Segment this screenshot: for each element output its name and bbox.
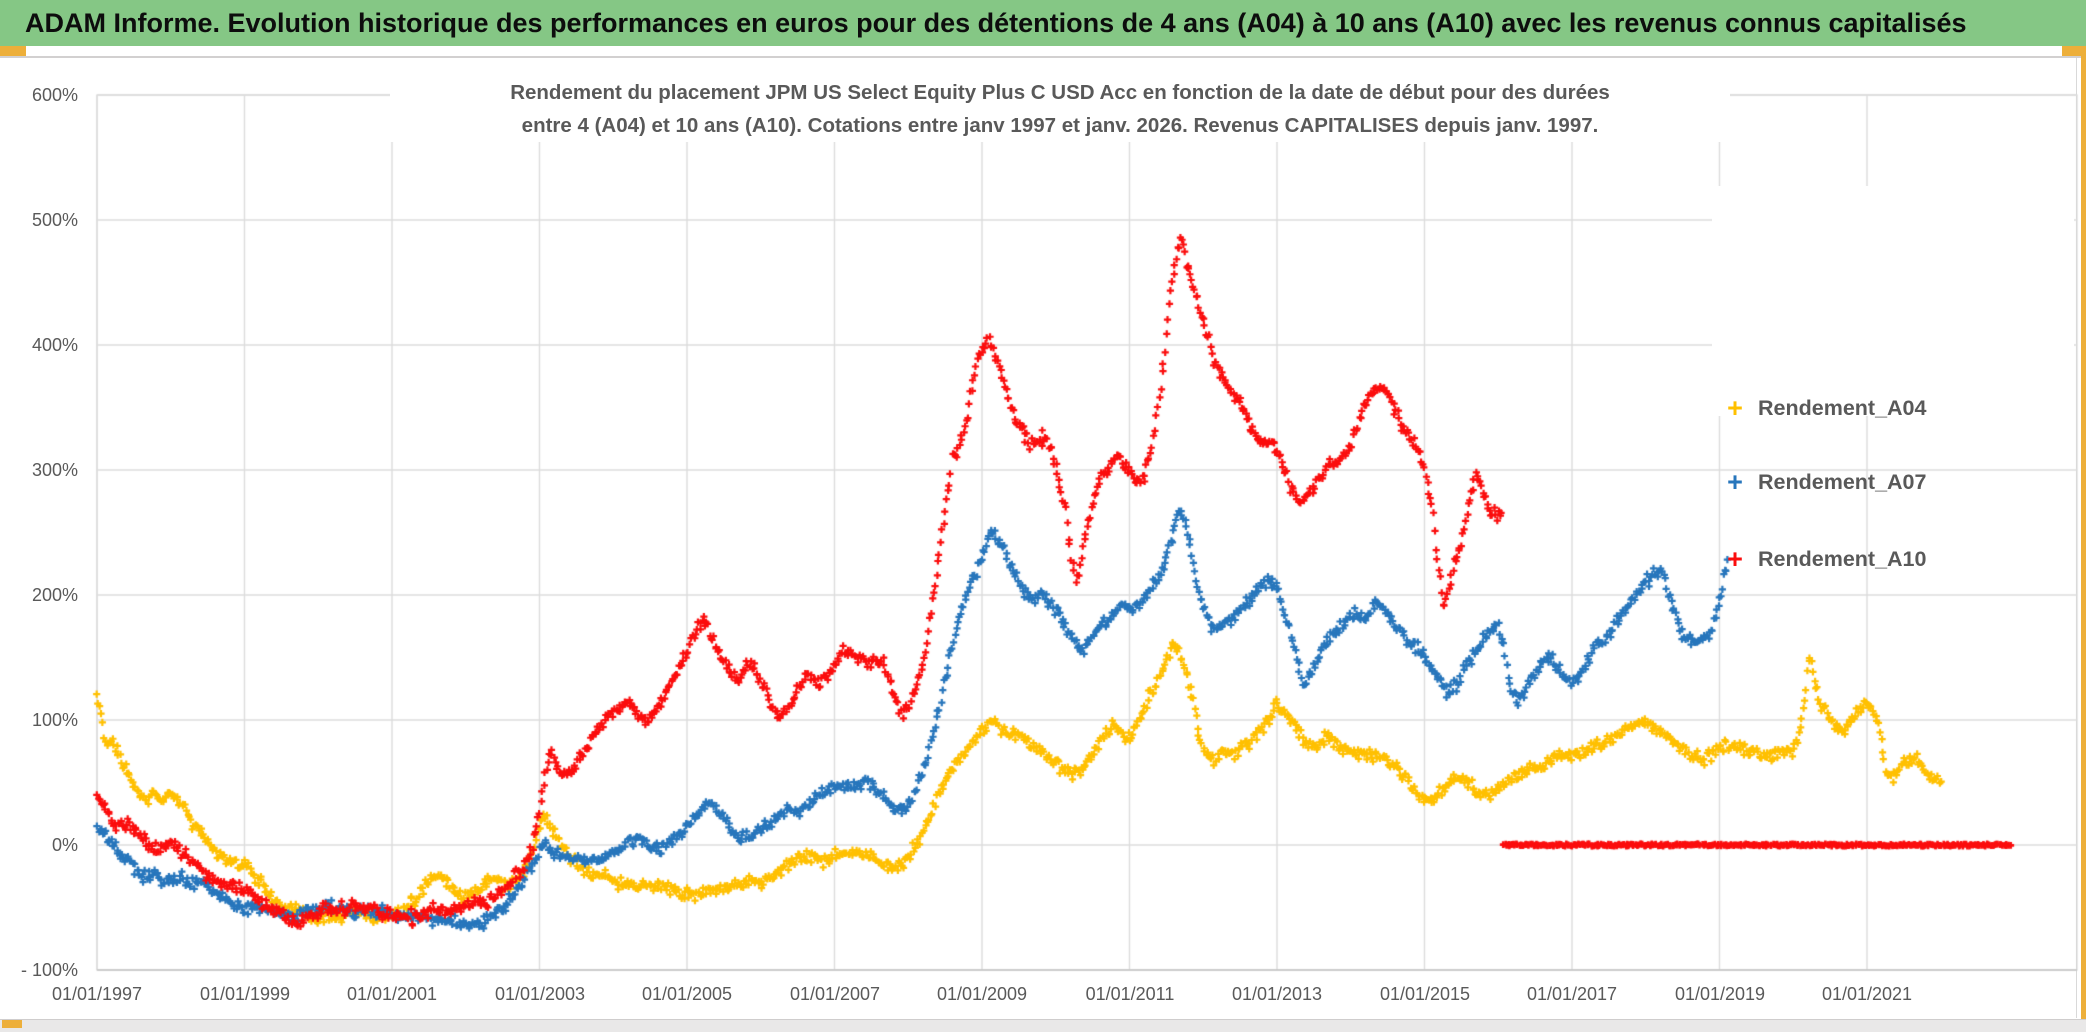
y-tick-label: 100% (31, 710, 78, 730)
y-tick-label: 0% (51, 835, 78, 855)
y-tick-label: 300% (31, 460, 78, 480)
x-tick-label: 01/01/2007 (789, 984, 881, 1004)
y-tick-label: 600% (31, 85, 78, 105)
y-tick-label: 500% (31, 210, 78, 230)
x-tick-label: 01/01/2019 (1674, 984, 1766, 1004)
legend-item-rendement-a10: + Rendement_A10 (1712, 540, 2072, 578)
plus-marker-icon: + (1727, 544, 1743, 574)
legend-item-rendement-a04: + Rendement_A04 (1712, 389, 2072, 427)
x-tick-label: 01/01/2013 (1231, 984, 1323, 1004)
y-tick-label: 400% (31, 335, 78, 355)
x-tick-label: 01/01/2017 (1526, 984, 1618, 1004)
legend: + Rendement_A04 + Rendement_A07 + Rendem… (1712, 186, 2074, 574)
x-tick-label: 01/01/2003 (494, 984, 586, 1004)
legend-item-rendement-a07: + Rendement_A07 (1712, 463, 2072, 501)
plus-marker-icon: + (1727, 393, 1743, 423)
x-tick-label: 01/01/2005 (641, 984, 733, 1004)
x-tick-label: 01/01/2009 (936, 984, 1028, 1004)
legend-label: Rendement_A07 (1758, 469, 1927, 494)
chart-subtitle-line2: entre 4 (A04) et 10 ans (A10). Cotations… (521, 114, 1599, 137)
y-tick-label: 200% (31, 585, 78, 605)
x-tick-label: 01/01/2021 (1821, 984, 1913, 1004)
legend-label: Rendement_A04 (1758, 395, 1927, 420)
y-tick-label: - 100% (20, 960, 78, 980)
x-tick-label: 01/01/2001 (346, 984, 438, 1004)
legend-label: Rendement_A10 (1758, 546, 1927, 571)
x-tick-label: 01/01/2015 (1379, 984, 1471, 1004)
x-tick-label: 01/01/1999 (199, 984, 291, 1004)
plus-marker-icon: + (1727, 467, 1743, 497)
chart-subtitle: Rendement du placement JPM US Select Equ… (390, 76, 1730, 142)
x-tick-label: 01/01/2011 (1085, 984, 1175, 1004)
chart-subtitle-line1: Rendement du placement JPM US Select Equ… (510, 81, 1610, 104)
x-tick-label: 01/01/1997 (51, 984, 143, 1004)
